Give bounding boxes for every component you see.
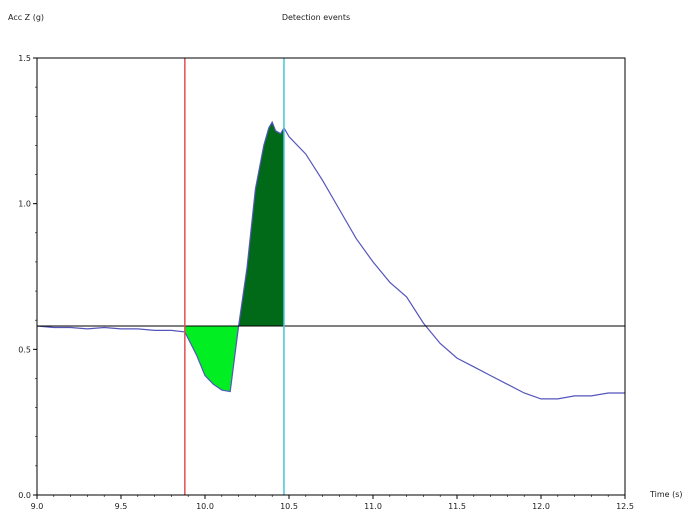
y-axis-label: Acc Z (g) [8, 13, 44, 22]
acc-z-series-line [36, 120, 625, 400]
x-tick-label: 10.0 [196, 502, 214, 511]
x-tick-label: 12.0 [532, 502, 550, 511]
x-tick-label: 10.5 [280, 502, 298, 511]
x-tick-label: 11.5 [448, 502, 466, 511]
plot-frame [36, 57, 626, 496]
series-layer [36, 120, 625, 400]
x-axis-label: Time (s) [649, 490, 683, 499]
y-tick-label: 0.0 [18, 491, 31, 500]
chart-title: Detection events [282, 13, 350, 22]
y-tick-label: 1.5 [18, 54, 31, 63]
x-tick-label: 9.0 [31, 502, 44, 511]
detection-area-fills [184, 122, 284, 392]
y-tick-label: 1.0 [18, 200, 31, 209]
detection-fill-1 [184, 326, 239, 392]
x-tick-label: 12.5 [616, 502, 634, 511]
x-tick-label: 9.5 [115, 502, 128, 511]
detection-fill-2 [238, 122, 284, 326]
axis-ticks: 9.0 9.5 10.0 10.5 11.0 11.5 12.0 12.5 0.0 0.5 1.0 1… [18, 54, 634, 511]
y-tick-label: 0.5 [18, 345, 31, 354]
event-markers [184, 58, 285, 495]
x-tick-label: 11.0 [364, 502, 382, 511]
